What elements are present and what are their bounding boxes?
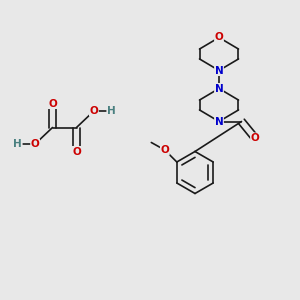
Text: O: O (250, 133, 260, 143)
Text: O: O (214, 32, 224, 43)
Text: O: O (72, 146, 81, 157)
Text: N: N (214, 65, 224, 76)
Text: O: O (31, 139, 40, 149)
Text: O: O (89, 106, 98, 116)
Text: N: N (214, 116, 224, 127)
Text: H: H (107, 106, 116, 116)
Text: O: O (48, 98, 57, 109)
Text: N: N (214, 83, 224, 94)
Text: O: O (160, 145, 169, 155)
Text: H: H (13, 139, 22, 149)
